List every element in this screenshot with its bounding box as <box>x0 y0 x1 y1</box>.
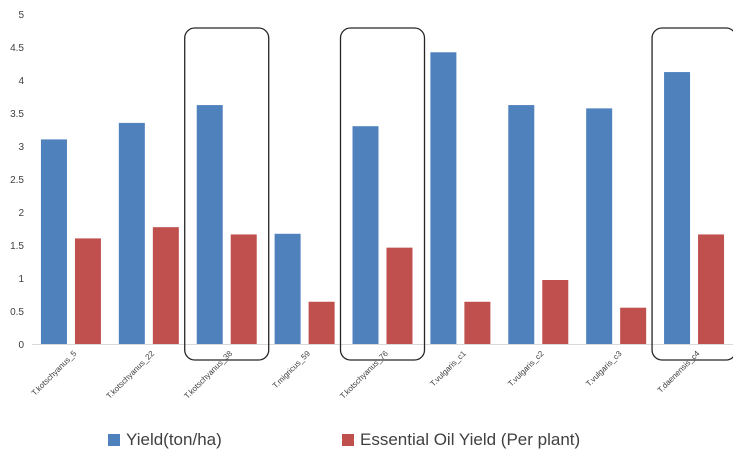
x-tick-label: T.vulgaris_c3 <box>584 349 624 389</box>
bar-yield <box>664 72 691 344</box>
bar-essential-oil <box>464 301 491 344</box>
bar-essential-oil <box>308 301 335 344</box>
y-tick-label: 0 <box>18 340 24 351</box>
y-tick-label: 5 <box>18 10 24 21</box>
bar-yield <box>274 233 301 344</box>
bar-essential-oil <box>230 234 257 344</box>
legend-item-essential-oil: Essential Oil Yield (Per plant) <box>342 430 580 450</box>
y-tick-label: 4 <box>18 76 24 87</box>
y-tick-label: 1.5 <box>10 241 24 252</box>
bar-yield <box>352 126 379 344</box>
bar-essential-oil <box>542 279 569 344</box>
y-tick-label: 0.5 <box>10 307 24 318</box>
legend-label-yield: Yield(ton/ha) <box>126 430 222 449</box>
x-tick-label: T.kotschyanus_76 <box>338 349 390 401</box>
y-tick-label: 3 <box>18 142 24 153</box>
x-tick-label: T.vulgaris_c2 <box>506 349 546 389</box>
bar-yield <box>508 105 535 344</box>
y-tick-label: 2.5 <box>10 175 24 186</box>
y-tick-label: 1 <box>18 274 24 285</box>
x-tick-label: T.migricus_59 <box>271 349 313 391</box>
bar-essential-oil <box>74 238 101 344</box>
legend-item-yield: Yield(ton/ha) <box>108 430 222 450</box>
bar-essential-oil <box>698 234 725 344</box>
legend-swatch-yield <box>108 434 120 446</box>
x-tick-label: T.vulgaris_c1 <box>428 349 468 389</box>
legend-swatch-essential-oil <box>342 434 354 446</box>
x-tick-label: T.kotschyanus_5 <box>30 349 79 398</box>
highlight-box-2 <box>184 27 270 361</box>
bar-yield <box>118 122 145 345</box>
x-tick-label: T.kotschyanus_22 <box>105 349 157 401</box>
highlight-box-8 <box>651 27 733 361</box>
bar-yield <box>430 52 457 344</box>
highlight-box-4 <box>339 27 426 361</box>
bar-yield <box>586 108 613 344</box>
bar-chart: 0 0.5 1 1.5 2 2.5 3 3.5 4 4.5 5 T.kotschyanus_5 T.ko… <box>10 10 733 401</box>
bar-essential-oil <box>152 227 179 344</box>
y-tick-label: 3.5 <box>10 109 24 120</box>
x-tick-label: T.daenensis_c4 <box>656 349 702 395</box>
bar-yield <box>40 139 67 344</box>
y-tick-label: 2 <box>18 208 24 219</box>
y-tick-label: 4.5 <box>10 43 24 54</box>
legend: Yield(ton/ha) Essential Oil Yield (Per p… <box>0 426 733 454</box>
bar-essential-oil <box>620 307 647 344</box>
bar-essential-oil <box>386 247 413 344</box>
legend-label-essential-oil: Essential Oil Yield (Per plant) <box>360 430 581 449</box>
bar-yield <box>196 105 223 344</box>
x-tick-label: T.kotschyanus_38 <box>182 349 234 401</box>
